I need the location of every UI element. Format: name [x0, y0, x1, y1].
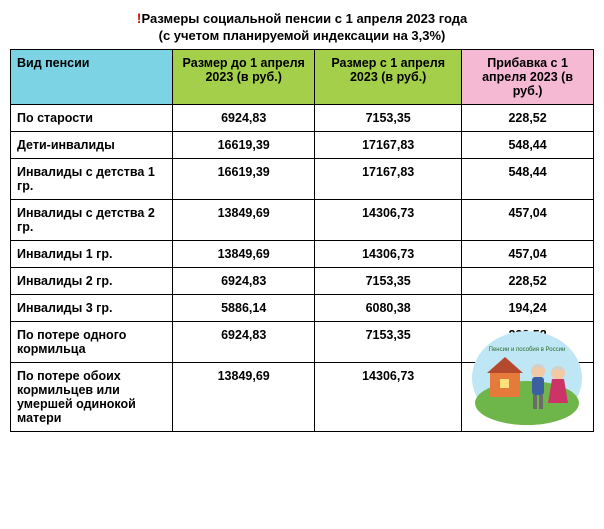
cell-increase: 457,04: [462, 241, 594, 268]
cell-after: 7153,35: [315, 322, 462, 363]
cell-before: 6924,83: [173, 105, 315, 132]
cell-after: 7153,35: [315, 105, 462, 132]
cell-after: 17167,83: [315, 159, 462, 200]
cell-category: Инвалиды 2 гр.: [11, 268, 173, 295]
cell-increase: 194,24: [462, 295, 594, 322]
cell-category: Инвалиды 1 гр.: [11, 241, 173, 268]
table-row: Инвалиды 2 гр.6924,837153,35228,52: [11, 268, 594, 295]
cell-after: 14306,73: [315, 200, 462, 241]
col-header-0: Вид пенсии: [11, 50, 173, 105]
cell-before: 16619,39: [173, 132, 315, 159]
cell-after: 6080,38: [315, 295, 462, 322]
cell-category: По потере обоих кормильцев или умершей о…: [11, 363, 173, 432]
svg-text:Пенсии и пособия в России: Пенсии и пособия в России: [489, 347, 566, 353]
cell-category: По старости: [11, 105, 173, 132]
table-row: Инвалиды с детства 2 гр.13849,6914306,73…: [11, 200, 594, 241]
cell-increase: 548,44: [462, 159, 594, 200]
table-row: Инвалиды 3 гр.5886,146080,38194,24: [11, 295, 594, 322]
cell-before: 16619,39: [173, 159, 315, 200]
pension-illustration: Пенсии и пособия в России: [472, 331, 582, 426]
cell-after: 7153,35: [315, 268, 462, 295]
table-row: Инвалиды с детства 1 гр.16619,3917167,83…: [11, 159, 594, 200]
cell-before: 6924,83: [173, 268, 315, 295]
cell-before: 13849,69: [173, 241, 315, 268]
table-row: Дети-инвалиды16619,3917167,83548,44: [11, 132, 594, 159]
cell-increase: 457,04: [462, 200, 594, 241]
title-line2: (с учетом планируемой индексации на 3,3%…: [10, 28, 594, 43]
cell-before: 13849,69: [173, 363, 315, 432]
cell-category: Инвалиды 3 гр.: [11, 295, 173, 322]
cell-after: 14306,73: [315, 363, 462, 432]
cell-before: 5886,14: [173, 295, 315, 322]
cell-category: Инвалиды с детства 2 гр.: [11, 200, 173, 241]
cell-category: Инвалиды с детства 1 гр.: [11, 159, 173, 200]
title-line1: Размеры социальной пенсии с 1 апреля 202…: [141, 11, 467, 26]
cell-increase: 228,52: [462, 105, 594, 132]
cell-increase: 228,52: [462, 268, 594, 295]
cell-increase: 548,44: [462, 132, 594, 159]
col-header-1: Размер до 1 апреля 2023 (в руб.): [173, 50, 315, 105]
table-title: !Размеры социальной пенсии с 1 апреля 20…: [10, 10, 594, 43]
cell-before: 6924,83: [173, 322, 315, 363]
table-row: По старости6924,837153,35228,52: [11, 105, 594, 132]
cell-category: Дети-инвалиды: [11, 132, 173, 159]
col-header-3: Прибавка с 1 апреля 2023 (в руб.): [462, 50, 594, 105]
cell-category: По потере одного кормильца: [11, 322, 173, 363]
table-row: Инвалиды 1 гр.13849,6914306,73457,04: [11, 241, 594, 268]
col-header-2: Размер с 1 апреля 2023 (в руб.): [315, 50, 462, 105]
cell-after: 14306,73: [315, 241, 462, 268]
cell-before: 13849,69: [173, 200, 315, 241]
cell-after: 17167,83: [315, 132, 462, 159]
